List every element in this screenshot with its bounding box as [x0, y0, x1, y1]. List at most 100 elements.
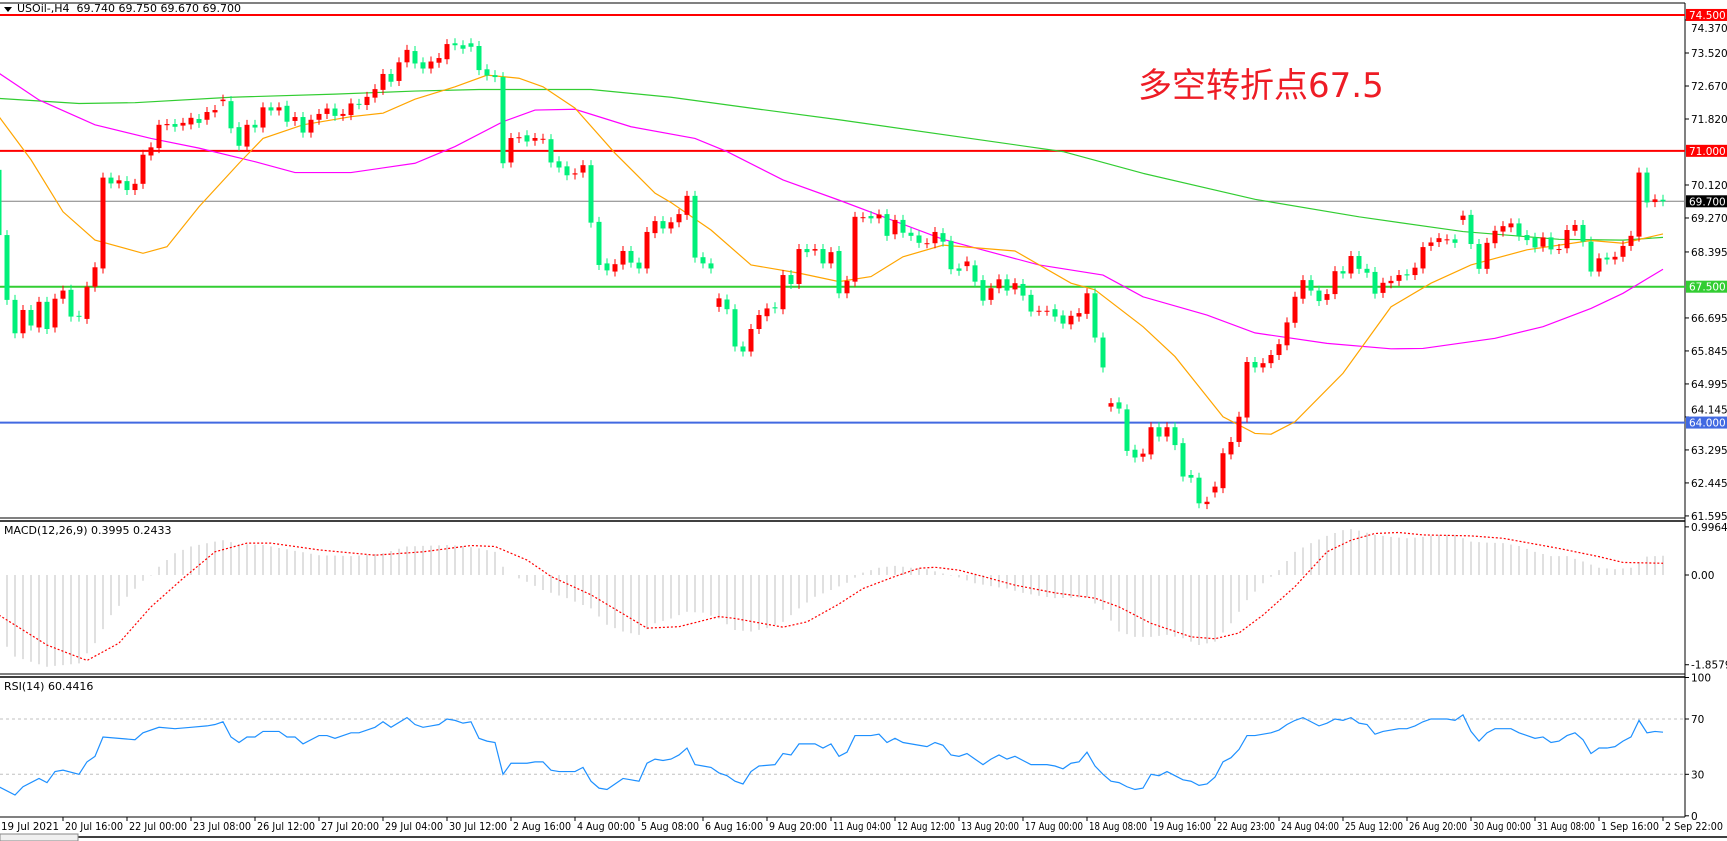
candle-body [1596, 258, 1602, 272]
candle-body [668, 222, 674, 229]
rsi-tick-label: 30 [1691, 769, 1704, 781]
candle-body [828, 252, 834, 264]
candle-body [348, 103, 354, 116]
candle-body [396, 62, 402, 81]
candle-body [1092, 293, 1098, 338]
candle-body [308, 119, 314, 133]
candle-body [1372, 271, 1378, 294]
candle-body [404, 49, 410, 63]
candle-body [1612, 256, 1618, 260]
candle-body [1652, 199, 1658, 203]
candle-body [100, 177, 106, 269]
time-tick-label: 22 Jul 00:00 [129, 821, 187, 833]
candle-body [556, 161, 562, 168]
candle-body [1108, 403, 1114, 407]
candle-body [1220, 453, 1226, 489]
candle-body [220, 99, 226, 102]
candle-body [252, 124, 258, 128]
candle-body [1028, 294, 1034, 312]
candle-body [836, 250, 842, 294]
candle-body [1628, 235, 1634, 246]
candle-body [108, 177, 114, 184]
candle-body [1060, 315, 1066, 324]
candle-body [412, 51, 418, 64]
candle-body [1436, 238, 1442, 243]
price-tick-label: 66.695 [1691, 313, 1727, 325]
candle-body [1468, 214, 1474, 244]
candle-body [132, 183, 138, 191]
candle-body [1588, 241, 1594, 272]
candle-body [444, 44, 450, 60]
candle-body [1228, 441, 1234, 455]
candle-body [964, 261, 970, 267]
candle-body [236, 127, 242, 146]
candle-body [1324, 294, 1330, 300]
candle-body [1140, 453, 1146, 457]
rsi-tick-label: 100 [1691, 673, 1711, 685]
candle-body [156, 124, 162, 149]
time-tick-label: 19 Aug 16:00 [1153, 821, 1211, 833]
level-tag-label: 69.700 [1689, 196, 1726, 208]
rsi-tick-label: 0 [1691, 811, 1698, 823]
candle-body [1268, 355, 1274, 364]
time-tick-label: 31 Aug 08:00 [1537, 821, 1595, 833]
candle-body [860, 217, 866, 219]
time-tick-label: 25 Aug 12:00 [1345, 821, 1403, 833]
candle-body [1132, 449, 1138, 458]
candle-body [660, 221, 666, 229]
candle-body [140, 154, 146, 184]
candle-body [700, 257, 706, 264]
macd-tick-label: 0.00 [1691, 570, 1714, 582]
time-tick-label: 1 Sep 16:00 [1601, 821, 1659, 833]
candle-body [1396, 275, 1402, 281]
candle-body [524, 135, 530, 142]
candle-body [820, 249, 826, 264]
candle-body [420, 62, 426, 69]
price-tick-label: 68.395 [1691, 247, 1727, 259]
candle-body [476, 46, 482, 71]
candle-body [1052, 309, 1058, 317]
candle-body [1300, 280, 1306, 299]
candle-body [596, 221, 602, 265]
candle-body [1308, 280, 1314, 291]
candle-body [468, 43, 474, 47]
macd-label: MACD(12,26,9) 0.3995 0.2433 [4, 524, 172, 537]
candle-body [924, 243, 930, 245]
level-tag-label: 67.500 [1689, 282, 1726, 294]
candle-body [916, 235, 922, 243]
time-tick-label: 24 Aug 04:00 [1281, 821, 1339, 833]
candle-body [932, 231, 938, 244]
candle-body [548, 139, 554, 163]
candle-body [996, 279, 1002, 289]
time-tick-label: 2 Sep 22:00 [1665, 821, 1723, 833]
candle-body [484, 69, 490, 76]
time-tick-label: 18 Aug 08:00 [1089, 821, 1147, 833]
candle-body [1564, 230, 1570, 249]
candle-body [20, 309, 26, 334]
price-tick-label: 64.145 [1691, 405, 1727, 417]
candle-body [1260, 363, 1266, 368]
candle-body [436, 58, 442, 63]
candle-body [1484, 242, 1490, 269]
candle-body [812, 249, 818, 251]
candle-body [1100, 337, 1106, 368]
candle-body [172, 124, 178, 127]
candle-body [1236, 416, 1242, 442]
dropdown-triangle-icon[interactable] [4, 6, 12, 12]
level-tag [1686, 195, 1727, 208]
candle-body [1284, 322, 1290, 346]
candle-body [36, 301, 42, 328]
candle-body [4, 235, 10, 300]
candle-body [1204, 501, 1210, 505]
candle-body [356, 103, 362, 105]
candle-body [692, 195, 698, 258]
ma-mid-line [0, 73, 1664, 350]
candle-body [1644, 172, 1650, 203]
candle-body [324, 108, 330, 114]
candle-body [1388, 280, 1394, 284]
candle-body [628, 250, 634, 263]
annotation-text[interactable]: 多空转折点67.5 [1138, 66, 1384, 106]
time-tick-label: 20 Jul 16:00 [65, 821, 123, 833]
candle-body [1212, 486, 1218, 493]
